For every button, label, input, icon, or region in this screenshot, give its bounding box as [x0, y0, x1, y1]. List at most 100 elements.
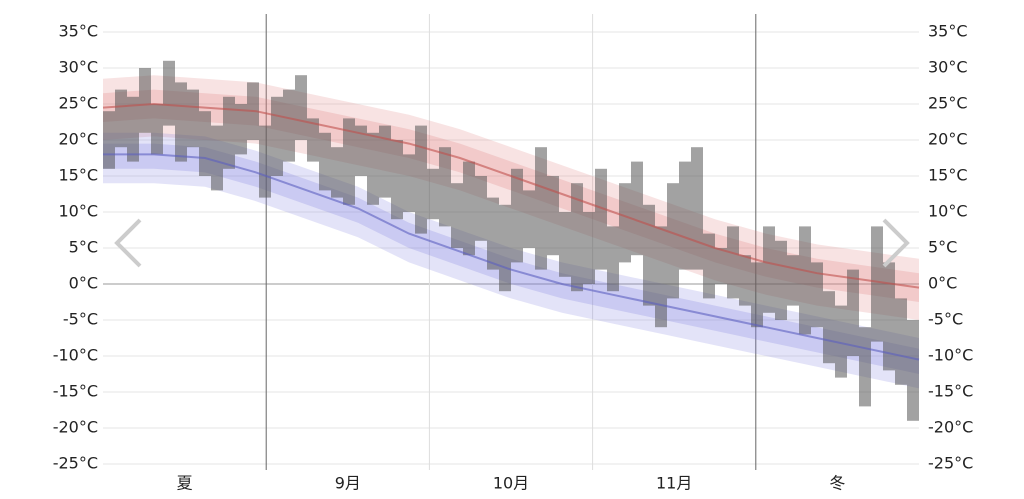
daily-range-bar	[667, 183, 679, 299]
y2-tick-label: 5°C	[928, 238, 957, 257]
y-tick-label: 5°C	[69, 238, 98, 257]
y-tick-label: 30°C	[58, 58, 98, 77]
daily-range-bar	[487, 197, 499, 270]
y2-tick-label: 20°C	[928, 130, 968, 149]
daily-range-bar	[727, 226, 739, 299]
daily-range-bar	[475, 176, 487, 241]
y2-tick-label: 35°C	[928, 22, 968, 41]
y-tick-label: -5°C	[63, 310, 98, 329]
y-tick-label: -20°C	[53, 418, 98, 437]
daily-range-bar	[391, 140, 403, 220]
daily-range-bar	[895, 298, 907, 385]
y-tick-label: -25°C	[53, 454, 98, 473]
daily-range-bar	[559, 212, 571, 277]
daily-range-bar	[307, 118, 319, 162]
daily-range-bar	[115, 89, 127, 148]
y2-tick-label: 10°C	[928, 202, 968, 221]
prev-arrow[interactable]	[114, 218, 142, 268]
daily-range-bar	[787, 255, 799, 306]
y2-tick-label: -15°C	[928, 382, 973, 401]
daily-range-bar	[271, 96, 283, 176]
daily-range-bar	[847, 269, 859, 356]
x-tick-label: 11月	[656, 474, 692, 493]
daily-range-bar	[415, 125, 427, 234]
daily-range-bar	[535, 147, 547, 270]
daily-range-bar	[379, 125, 391, 198]
average-line	[102, 102, 920, 289]
daily-range-bar	[823, 291, 835, 364]
y2-tick-label: 15°C	[928, 166, 968, 185]
daily-range-bar	[499, 204, 511, 292]
daily-range-bar	[511, 168, 523, 263]
y-tick-label: 0°C	[69, 274, 98, 293]
x-tick-label: 10月	[493, 474, 529, 493]
daily-range-bar	[151, 104, 163, 155]
daily-range-bar	[859, 327, 871, 407]
daily-range-bar	[223, 96, 235, 169]
daily-range-bar	[295, 75, 307, 140]
next-arrow[interactable]	[882, 218, 910, 268]
y2-tick-label: -20°C	[928, 418, 973, 437]
daily-range-bar	[631, 161, 643, 256]
y2-tick-label: -25°C	[928, 454, 973, 473]
y-tick-label: 10°C	[58, 202, 98, 221]
daily-range-bar	[619, 183, 631, 263]
daily-range-bar	[883, 262, 895, 371]
daily-range-bar	[571, 183, 583, 292]
daily-range-bar	[175, 82, 187, 162]
daily-range-bar	[751, 262, 763, 328]
daily-range-bar	[835, 305, 847, 378]
y-tick-label: -10°C	[53, 346, 98, 365]
plot: 35°C 30°C 25°C 20°C 15°C 10°C 5°C 0°C -5°C -10°C -…	[53, 14, 973, 493]
daily-range-bar	[871, 226, 883, 342]
y-tick-label: 35°C	[58, 22, 98, 41]
daily-range-bar	[199, 111, 211, 176]
daily-range-bar	[367, 132, 379, 205]
y2-tick-label: 30°C	[928, 58, 968, 77]
daily-range-bar	[703, 233, 715, 299]
daily-range-bar	[187, 89, 199, 148]
daily-range-bar	[139, 68, 151, 133]
daily-range-bar	[127, 96, 139, 162]
daily-range-bar	[691, 147, 703, 270]
daily-range-bar	[343, 118, 355, 205]
daily-range-bar	[427, 168, 439, 220]
daily-range-bar	[463, 161, 475, 256]
daily-range-bar	[907, 320, 919, 421]
daily-range-bar	[235, 104, 247, 155]
x-tick-label: 夏	[177, 474, 193, 493]
y-tick-label: 20°C	[58, 130, 98, 149]
daily-range-bar	[763, 226, 775, 313]
y-tick-label: 15°C	[58, 166, 98, 185]
x-tick-label: 9月	[335, 474, 361, 493]
daily-range-bar	[283, 89, 295, 162]
daily-range-bar	[643, 204, 655, 306]
daily-range-bar	[595, 168, 607, 270]
daily-range-bar	[331, 147, 343, 198]
daily-range-bar	[799, 226, 811, 335]
daily-range-bar	[439, 147, 451, 227]
daily-range-bar	[655, 226, 667, 328]
y2-tick-label: -10°C	[928, 346, 973, 365]
daily-range-bar	[715, 248, 727, 284]
daily-range-bar	[103, 111, 115, 169]
daily-range-bar	[547, 176, 559, 256]
daily-range-bar	[739, 255, 751, 306]
daily-range-bar	[163, 60, 175, 126]
daily-range-bar	[583, 212, 595, 284]
daily-range-bar	[679, 161, 691, 270]
daily-range-bar	[775, 240, 787, 320]
daily-range-bar	[523, 190, 535, 248]
daily-range-bar	[607, 226, 619, 292]
daily-range-bar	[811, 262, 823, 328]
y-tick-label: 25°C	[58, 94, 98, 113]
y2-tick-label: 0°C	[928, 274, 957, 293]
daily-range-bar	[211, 125, 223, 191]
daily-range-bar	[319, 132, 331, 191]
daily-range-bar	[259, 125, 271, 198]
average-line	[103, 153, 920, 361]
y2-tick-label: -5°C	[928, 310, 963, 329]
y-tick-label: -15°C	[53, 382, 98, 401]
daily-range-bar	[355, 125, 367, 176]
